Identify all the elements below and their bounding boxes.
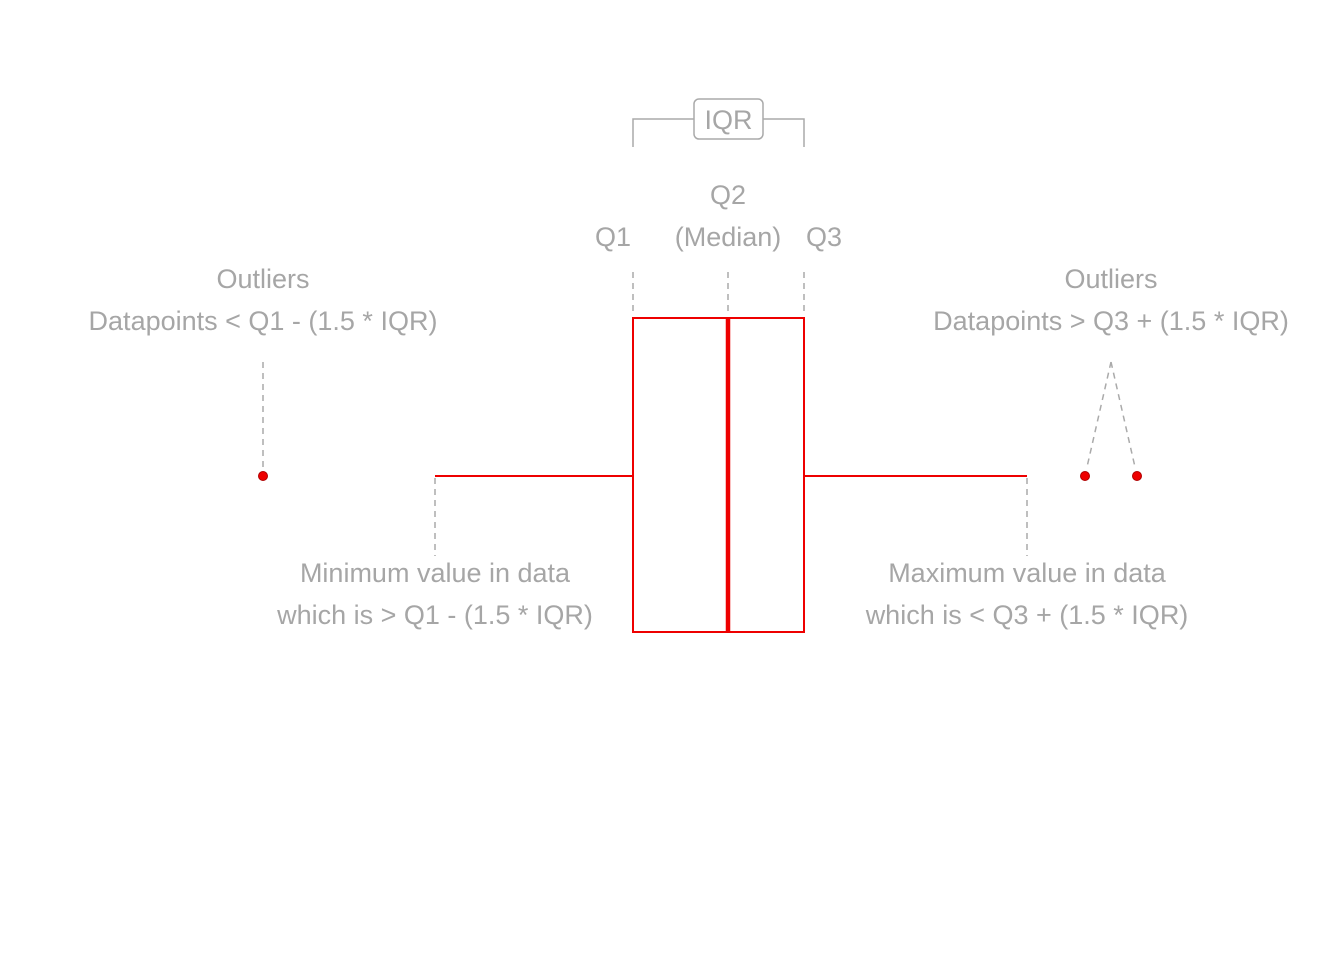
q1-label: Q1 xyxy=(595,222,631,252)
outliers-low-title: Outliers xyxy=(216,264,309,294)
iqr-bracket xyxy=(632,98,805,147)
outliers-high-pointer-left xyxy=(1086,361,1112,468)
max-label-line1: Maximum value in data xyxy=(888,558,1167,588)
outlier-points xyxy=(258,471,1142,481)
outliers-high-pointers xyxy=(1086,361,1136,468)
iqr-bracket-left xyxy=(632,118,694,147)
max-label-line2: which is < Q3 + (1.5 * IQR) xyxy=(865,600,1189,630)
outliers-high-pointer-right xyxy=(1110,361,1136,468)
outliers-low-rule: Datapoints < Q1 - (1.5 * IQR) xyxy=(89,306,438,336)
q2-label: Q2 xyxy=(710,180,746,210)
outlier-point-high-1 xyxy=(1080,471,1090,481)
iqr-box xyxy=(632,317,805,633)
iqr-label: IQR xyxy=(704,105,752,135)
quartile-pointers xyxy=(632,272,805,316)
min-label-line1: Minimum value in data xyxy=(300,558,571,588)
q3-label: Q3 xyxy=(806,222,842,252)
outliers-high-rule: Datapoints > Q3 + (1.5 * IQR) xyxy=(933,306,1289,336)
iqr-label-box xyxy=(693,98,764,140)
whisker-pointers xyxy=(434,478,1028,556)
outlier-point-low xyxy=(258,471,268,481)
outlier-point-high-2 xyxy=(1132,471,1142,481)
median-label: (Median) xyxy=(675,222,782,252)
outliers-high-title: Outliers xyxy=(1064,264,1157,294)
min-label-line2: which is > Q1 - (1.5 * IQR) xyxy=(276,600,593,630)
iqr-bracket-right xyxy=(763,118,805,147)
